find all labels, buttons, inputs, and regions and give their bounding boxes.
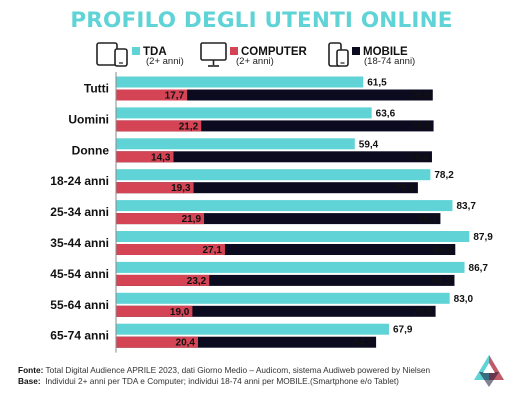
legend-swatch-mobile [352, 47, 360, 55]
bar-tda-45-54-anni [116, 261, 465, 273]
bar-chart: Tutti 61,5 78,8 17,7 Uomini 63,6 79,0 21,2 Donne… [50, 72, 493, 353]
category-label-45-54-anni: 45-54 anni [50, 267, 109, 281]
data-label-computer-35-44-anni: 27,1 [202, 245, 222, 256]
footer-source: Fonte: Total Digital Audience APRILE 202… [18, 365, 430, 376]
data-label-tda-donne: 59,4 [359, 139, 379, 150]
bar-computer-65-74-anni [116, 336, 199, 348]
data-label-computer-25-34-anni: 21,9 [182, 214, 202, 225]
bar-computer-18-24-anni [116, 182, 194, 194]
bar-tda-donne [116, 138, 355, 150]
data-label-computer-tutti: 17,7 [165, 91, 185, 102]
logo-icon [474, 355, 504, 387]
bar-mobile-18-24-anni [116, 182, 418, 194]
bar-computer-45-54-anni [116, 274, 210, 286]
data-label-computer-45-54-anni: 23,2 [187, 276, 207, 287]
bar-mobile-45-54-anni [116, 274, 455, 286]
category-label-25-34-anni: 25-34 anni [50, 205, 109, 219]
data-label-tda-55-64-anni: 83,0 [454, 294, 474, 305]
bar-tda-18-24-anni [116, 169, 431, 181]
data-label-mobile-18-24-anni: 75,1 [395, 183, 415, 194]
bar-mobile-55-64-anni [116, 305, 436, 317]
category-label-donne: Donne [72, 143, 110, 157]
tablet-phone-icon [96, 42, 128, 67]
bar-mobile-35-44-anni [116, 244, 456, 255]
footer-source-text: Total Digital Audience APRILE 2023, dati… [43, 365, 431, 375]
legend-label-mobile: MOBILE [363, 46, 408, 58]
data-label-computer-uomini: 21,2 [179, 121, 199, 132]
bar-tda-tutti [116, 76, 364, 88]
bar-computer-35-44-anni [116, 244, 225, 255]
legend-label-tda: TDA [143, 46, 167, 58]
category-label-55-64-anni: 55-64 anni [50, 298, 109, 312]
data-label-tda-25-34-anni: 83,7 [456, 201, 476, 212]
data-label-mobile-35-44-anni: 84,4 [433, 245, 453, 256]
bar-computer-tutti [116, 89, 188, 101]
monitor-icon [200, 42, 227, 67]
legend-swatch-computer [230, 47, 238, 55]
category-label-tutti: Tutti [84, 82, 109, 96]
data-label-mobile-uomini: 79,0 [411, 121, 431, 132]
legend-label-computer: COMPUTER [241, 46, 307, 58]
data-label-tda-uomini: 63,6 [376, 108, 396, 119]
bar-tda-25-34-anni [116, 200, 453, 212]
legend-sub-mobile: (18-74 anni) [364, 56, 416, 67]
footer-source-label: Fonte: [18, 365, 44, 375]
footer-base: Base: Individui 2+ anni per TDA e Comput… [18, 376, 430, 387]
data-label-tda-45-54-anni: 86,7 [469, 263, 489, 274]
legend: TDA (2+ anni) COMPUTER (2+ anni) MOBILE … [0, 40, 523, 74]
data-label-mobile-tutti: 78,8 [410, 91, 430, 102]
bar-computer-55-64-anni [116, 305, 193, 317]
legend-swatch-tda [132, 47, 140, 55]
data-label-computer-donne: 14,3 [151, 152, 171, 163]
data-label-mobile-donne: 78,6 [410, 152, 430, 163]
category-label-uomini: Uomini [68, 112, 109, 126]
bar-tda-uomini [116, 107, 372, 119]
chart-title: PROFILO DEGLI UTENTI ONLINE [70, 8, 453, 33]
category-label-35-44-anni: 35-44 anni [50, 236, 109, 250]
bar-computer-donne [116, 151, 174, 163]
data-label-mobile-55-64-anni: 79,5 [413, 307, 433, 318]
bar-mobile-25-34-anni [116, 213, 441, 225]
data-label-computer-55-64-anni: 19,0 [170, 307, 190, 318]
footer: Fonte: Total Digital Audience APRILE 202… [18, 365, 430, 387]
bar-tda-55-64-anni [116, 292, 450, 304]
bar-mobile-donne [116, 151, 432, 163]
data-label-tda-tutti: 61,5 [367, 78, 387, 89]
legend-sub-computer: (2+ anni) [236, 56, 274, 67]
footer-base-label: Base: [18, 376, 41, 386]
data-label-tda-18-24-anni: 78,2 [434, 170, 454, 181]
smartphone-icon [328, 42, 349, 67]
data-label-mobile-45-54-anni: 84,2 [432, 276, 452, 287]
data-label-mobile-25-34-anni: 80,7 [418, 214, 438, 225]
category-label-65-74-anni: 65-74 anni [50, 329, 109, 343]
bar-mobile-uomini [116, 120, 434, 132]
footer-base-text: Individui 2+ anni per TDA e Computer; in… [40, 376, 399, 386]
bar-tda-35-44-anni [116, 231, 470, 242]
data-label-computer-18-24-anni: 19,3 [171, 183, 191, 194]
bar-computer-uomini [116, 120, 202, 132]
data-label-tda-35-44-anni: 87,9 [473, 232, 493, 243]
data-label-mobile-65-74-anni: 64,7 [354, 338, 374, 349]
bar-mobile-tutti [116, 89, 433, 101]
bar-computer-25-34-anni [116, 213, 205, 225]
legend-sub-tda: (2+ anni) [146, 56, 184, 67]
data-label-computer-65-74-anni: 20,4 [176, 338, 196, 349]
category-label-18-24-anni: 18-24 anni [50, 174, 109, 188]
data-label-tda-65-74-anni: 67,9 [393, 325, 413, 336]
bar-tda-65-74-anni [116, 323, 389, 335]
bar-mobile-65-74-anni [116, 336, 377, 348]
